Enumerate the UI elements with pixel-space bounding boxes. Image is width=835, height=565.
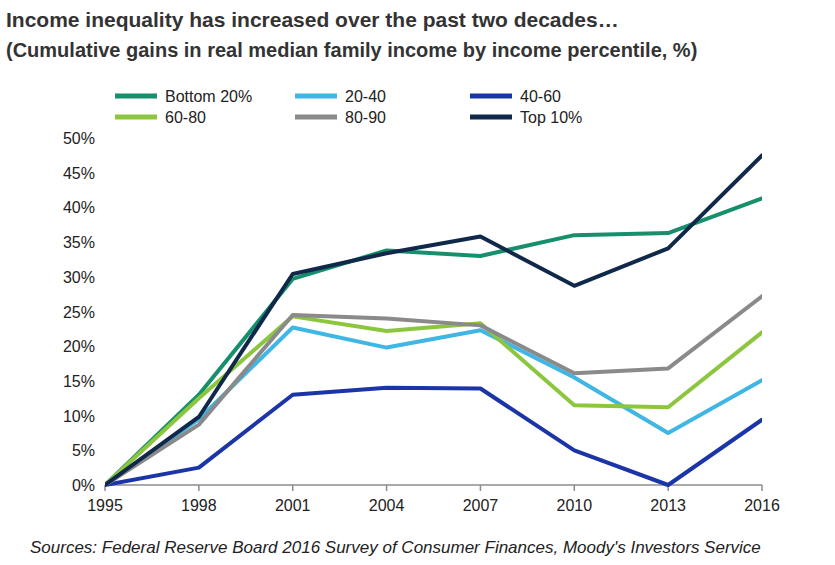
y-tick-label: 40%	[63, 199, 95, 216]
legend-swatch	[115, 115, 157, 120]
y-tick-label: 20%	[63, 338, 95, 355]
chart: Income inequality has increased over the…	[0, 0, 835, 565]
x-tick	[198, 485, 200, 491]
x-tick	[386, 485, 388, 491]
legend-swatch	[470, 115, 512, 120]
legend-swatch	[295, 94, 337, 99]
x-tick-label: 1998	[181, 497, 217, 514]
series-line	[105, 296, 762, 485]
legend-label: Top 10%	[520, 109, 582, 126]
y-tick-label: 50%	[63, 130, 95, 147]
x-tick-label: 1995	[87, 497, 123, 514]
x-tick-label: 2004	[369, 497, 405, 514]
subtitle: (Cumulative gains in real median family …	[6, 39, 697, 61]
x-tick	[761, 485, 763, 491]
legend-label: 20-40	[345, 88, 386, 105]
y-tick-label: 30%	[63, 269, 95, 286]
y-tick-label: 10%	[63, 408, 95, 425]
x-tick	[480, 485, 482, 491]
x-tick-label: 2010	[556, 497, 592, 514]
series-line	[105, 316, 762, 485]
series-group	[105, 155, 762, 485]
legend-swatch	[470, 94, 512, 99]
legend-label: 80-90	[345, 109, 386, 126]
x-tick-label: 2007	[463, 497, 499, 514]
series-line	[105, 388, 762, 485]
x-tick	[292, 485, 294, 491]
series-line	[105, 198, 762, 485]
x-tick-label: 2013	[650, 497, 686, 514]
y-tick-label: 0%	[72, 477, 95, 494]
series-line	[105, 155, 762, 485]
y-tick-label: 5%	[72, 442, 95, 459]
source: Sources: Federal Reserve Board 2016 Surv…	[30, 538, 761, 557]
x-tick-label: 2016	[744, 497, 780, 514]
legend-swatch	[295, 115, 337, 120]
x-tick-label: 2001	[275, 497, 311, 514]
legend-label: 40-60	[520, 88, 561, 105]
legend-label: Bottom 20%	[165, 88, 252, 105]
x-tick	[574, 485, 576, 491]
y-tick-label: 35%	[63, 234, 95, 251]
y-tick-label: 45%	[63, 165, 95, 182]
y-tick-label: 15%	[63, 373, 95, 390]
title: Income inequality has increased over the…	[6, 8, 619, 31]
y-tick-label: 25%	[63, 304, 95, 321]
legend-swatch	[115, 94, 157, 99]
legend-label: 60-80	[165, 109, 206, 126]
